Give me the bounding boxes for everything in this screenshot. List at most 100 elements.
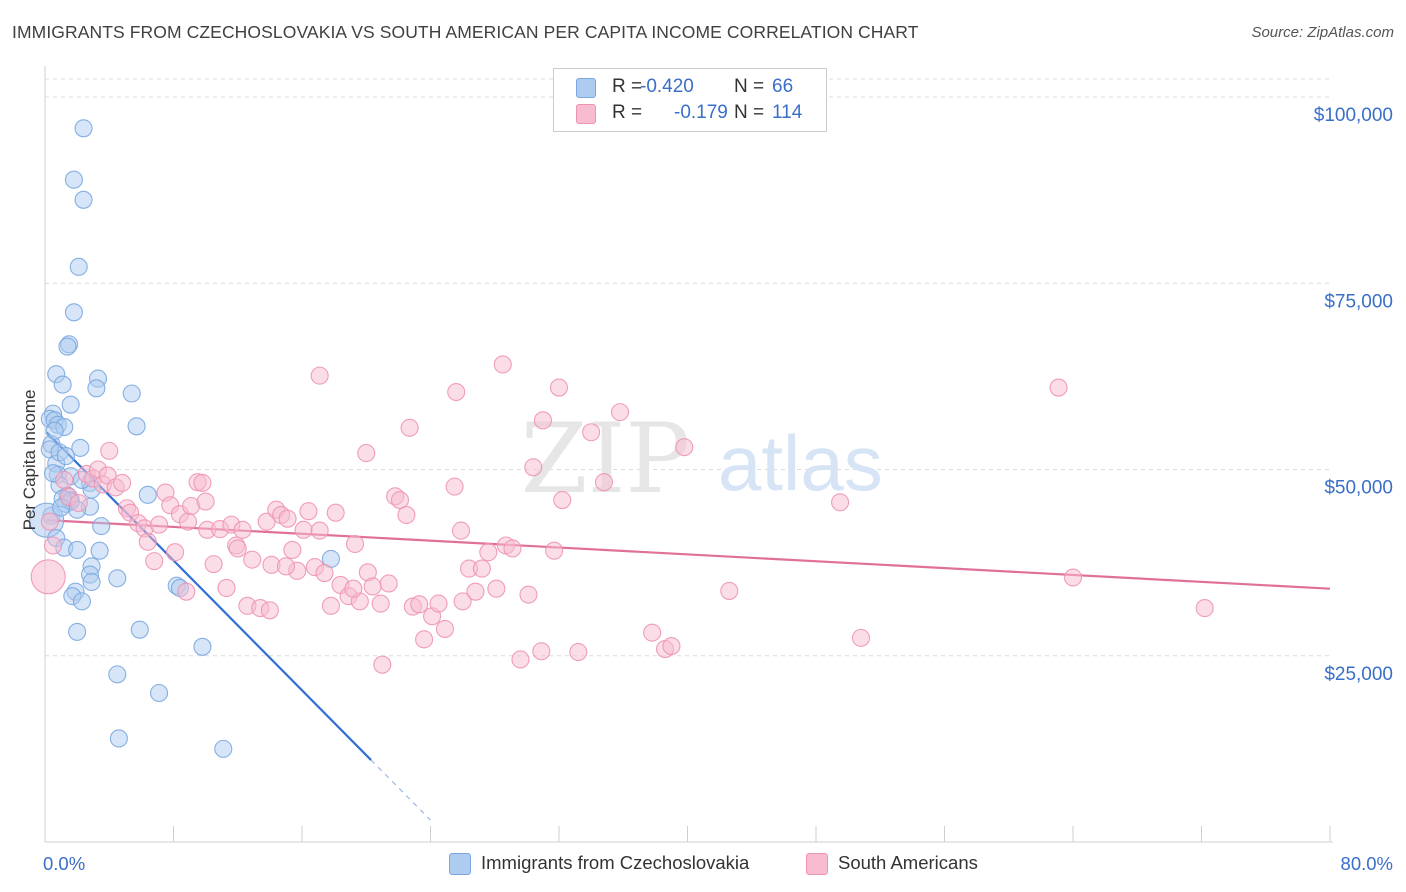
point-south-americans (310, 366, 329, 385)
point-south-americans (675, 438, 694, 457)
trend-line-czechoslovakia-extension (370, 759, 431, 821)
point-czechoslovakia (45, 421, 64, 440)
point-south-americans (55, 470, 74, 489)
point-czechoslovakia (122, 384, 141, 403)
point-south-americans (553, 490, 572, 510)
point-czechoslovakia (138, 485, 157, 504)
point-czechoslovakia (108, 665, 127, 684)
point-south-americans (344, 579, 363, 598)
point-south-americans (503, 539, 522, 558)
point-czechoslovakia (53, 375, 72, 394)
point-south-americans (315, 564, 334, 583)
point-south-americans (487, 579, 506, 598)
point-south-americans (345, 534, 365, 554)
y-tick-label: $100,000 (1314, 105, 1393, 126)
point-czechoslovakia (74, 190, 93, 209)
point-south-americans (445, 477, 464, 496)
x-tick-label-max: 80.0% (1341, 853, 1393, 874)
point-czechoslovakia (130, 620, 149, 639)
point-south-americans (410, 595, 429, 614)
point-south-americans (466, 582, 485, 601)
source-credit: Source: ZipAtlas.com (1251, 24, 1394, 41)
point-czechoslovakia (127, 417, 146, 436)
point-south-americans (243, 550, 262, 569)
point-south-americans (326, 503, 345, 522)
point-south-americans (533, 411, 552, 430)
point-south-americans (851, 628, 871, 647)
chart-title: IMMIGRANTS FROM CZECHOSLOVAKIA VS SOUTH … (12, 22, 919, 42)
point-czechoslovakia (74, 119, 93, 138)
point-south-americans (390, 490, 410, 510)
point-czechoslovakia (87, 379, 106, 398)
point-czechoslovakia (61, 395, 80, 414)
point-south-americans (30, 559, 66, 595)
watermark-atlas: atlas (718, 419, 883, 507)
bottom-legend-label: Immigrants from Czechoslovakia (481, 852, 750, 873)
point-south-americans (145, 552, 164, 571)
point-south-americans (40, 512, 59, 531)
point-czechoslovakia (71, 438, 90, 457)
bottom-legend-label: South Americans (838, 852, 978, 873)
point-south-americans (294, 520, 313, 539)
legend-r-label: R = (612, 102, 643, 123)
point-south-americans (662, 637, 681, 656)
bottom-legend-swatch-blue (449, 853, 471, 875)
point-czechoslovakia (56, 447, 75, 466)
point-south-americans (545, 541, 564, 560)
point-czechoslovakia (90, 541, 109, 560)
point-south-americans (524, 458, 543, 477)
legend-swatch-blue (576, 78, 596, 98)
point-south-americans (177, 582, 196, 601)
point-south-americans (1049, 378, 1068, 397)
point-south-americans (549, 378, 569, 397)
point-south-americans (166, 543, 185, 562)
point-south-americans (831, 493, 850, 512)
x-tick-label-min: 0.0% (43, 853, 85, 874)
point-south-americans (594, 473, 614, 492)
point-south-americans (610, 403, 630, 422)
data-points (29, 119, 1214, 758)
watermark: ZIP atlas (521, 403, 883, 515)
point-south-americans (379, 574, 398, 593)
point-south-americans (582, 423, 601, 442)
gridlines (45, 78, 1333, 657)
point-south-americans (371, 594, 390, 613)
legend-n-value: 114 (772, 102, 803, 123)
point-czechoslovakia (149, 683, 169, 703)
point-south-americans (373, 655, 392, 674)
point-czechoslovakia (193, 637, 212, 656)
point-south-americans (193, 473, 212, 492)
point-czechoslovakia (72, 592, 91, 611)
point-south-americans (278, 509, 297, 528)
point-south-americans (299, 502, 318, 521)
point-south-americans (363, 577, 382, 596)
point-south-americans (479, 543, 498, 562)
y-tick-label: $75,000 (1324, 291, 1393, 312)
point-south-americans (397, 505, 416, 524)
point-czechoslovakia (69, 257, 88, 276)
point-south-americans (43, 536, 63, 555)
point-czechoslovakia (64, 170, 83, 189)
point-south-americans (453, 592, 472, 611)
trend-line-south-americans (46, 519, 1331, 590)
point-south-americans (276, 557, 295, 576)
point-south-americans (569, 642, 588, 662)
legend-n-value: 66 (772, 76, 794, 97)
legend-r-value: -0.420 (640, 76, 694, 97)
point-south-americans (400, 418, 419, 437)
point-czechoslovakia (68, 622, 87, 641)
point-south-americans (178, 512, 198, 531)
point-czechoslovakia (92, 517, 111, 536)
point-south-americans (149, 515, 169, 534)
point-south-americans (357, 444, 376, 463)
point-south-americans (260, 601, 279, 620)
bottom-legend-swatch-pink (806, 853, 828, 875)
y-axis-title: Per Capita Income (20, 390, 39, 531)
legend-swatch-pink (576, 104, 596, 124)
point-south-americans (643, 623, 662, 642)
point-south-americans (519, 585, 538, 604)
point-south-americans (283, 540, 302, 560)
point-south-americans (228, 539, 247, 558)
point-south-americans (1195, 599, 1214, 618)
